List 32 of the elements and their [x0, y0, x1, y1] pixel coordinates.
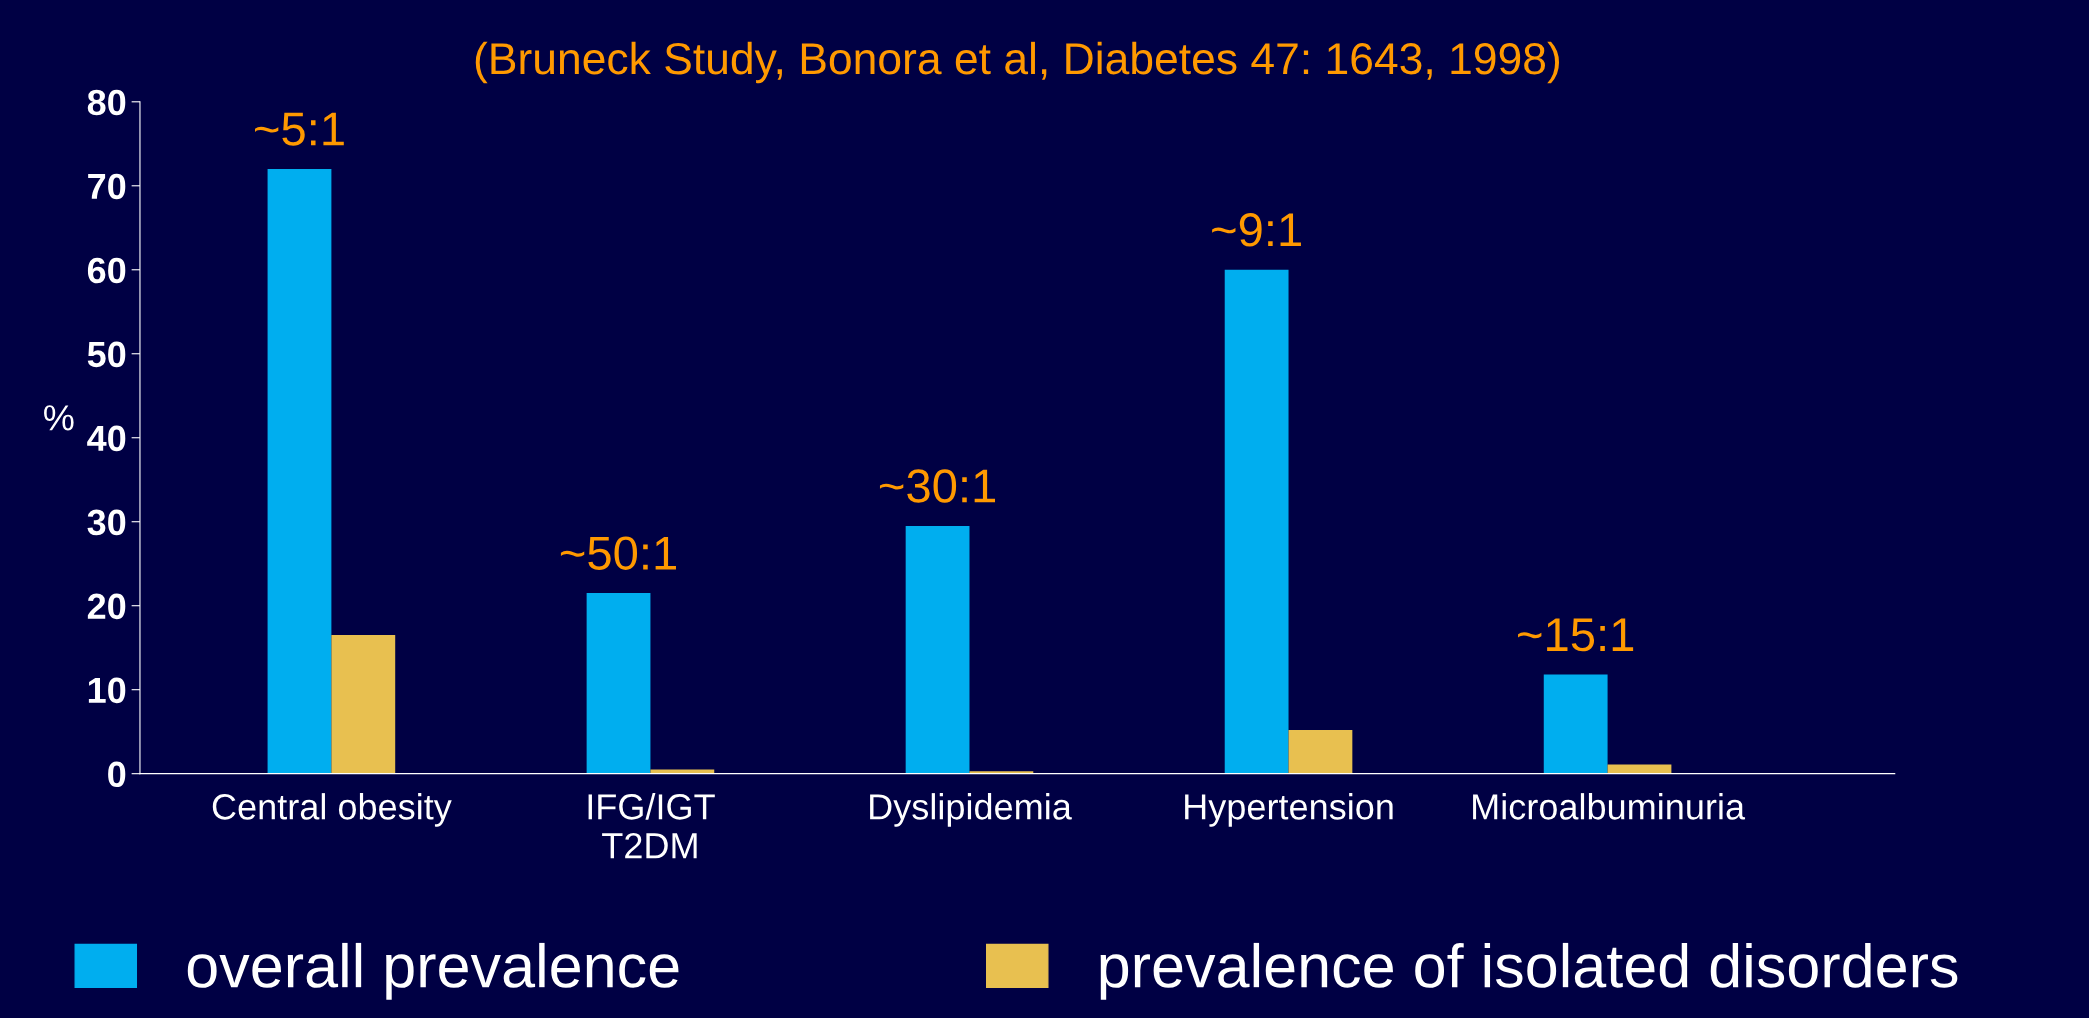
bar [1543, 674, 1608, 774]
bar [586, 593, 651, 774]
annotation: ~9:1 [1212, 213, 1301, 247]
x-tick-label: Hypertension [1185, 793, 1393, 827]
bar [331, 635, 396, 774]
annotation: ~30:1 [879, 469, 996, 503]
bar [1224, 269, 1289, 774]
legend-label: prevalence of isolated disorders [1100, 942, 1958, 1000]
bar [1288, 730, 1353, 774]
annotation: ~5:1 [255, 112, 344, 146]
x-tick-label: Central obesity [212, 793, 452, 827]
y-tick-label: 50 [87, 341, 126, 368]
y-axis-title: % [44, 405, 74, 431]
bar [905, 525, 970, 774]
bar [650, 769, 715, 774]
bar [267, 168, 332, 774]
chart-title: (Bruneck Study, Bonora et al, Diabetes 47: 1643, 1998) [475, 41, 1559, 84]
y-tick-label: 10 [88, 677, 126, 704]
legend-label: overall prevalence [187, 942, 679, 1000]
y-tick-label: 0 [108, 761, 126, 788]
y-tick-label: 40 [87, 425, 126, 452]
annotation: ~50:1 [560, 536, 676, 570]
y-tick-label: 20 [87, 593, 126, 620]
annotation: ~15:1 [1518, 618, 1634, 652]
x-tick-label: Dyslipidemia [870, 793, 1072, 827]
bar [1607, 764, 1672, 774]
y-tick-label: 70 [88, 173, 126, 200]
x-tick-label: Microalbuminuria [1473, 793, 1746, 820]
y-tick-label: 30 [87, 509, 126, 536]
y-tick-label: 60 [87, 257, 126, 284]
x-tick-label: IFG/IGT T2DM [588, 793, 715, 859]
y-tick-label: 80 [87, 89, 126, 116]
